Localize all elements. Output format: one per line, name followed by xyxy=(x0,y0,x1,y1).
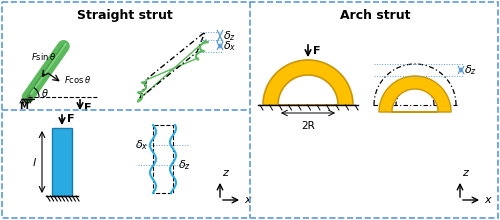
Text: 2R: 2R xyxy=(301,121,315,131)
Text: $\mathbf{F}$: $\mathbf{F}$ xyxy=(83,101,92,113)
Text: $\mathbf{F}$: $\mathbf{F}$ xyxy=(66,112,74,124)
Text: $\delta_z$: $\delta_z$ xyxy=(464,63,477,77)
Text: $x$: $x$ xyxy=(484,195,493,205)
Text: Straight strut: Straight strut xyxy=(77,9,173,22)
Text: $\delta_x$: $\delta_x$ xyxy=(223,39,236,53)
Text: $z$: $z$ xyxy=(222,168,230,178)
Text: $x$: $x$ xyxy=(244,195,253,205)
Text: $\delta_z$: $\delta_z$ xyxy=(178,158,191,172)
Text: $\delta_z$: $\delta_z$ xyxy=(223,29,236,43)
Polygon shape xyxy=(263,60,353,105)
Text: Arch strut: Arch strut xyxy=(340,9,410,22)
Bar xyxy=(52,128,72,196)
Text: $z$: $z$ xyxy=(462,168,470,178)
Text: $F\sin\theta$: $F\sin\theta$ xyxy=(31,51,56,62)
Text: $F\cos\theta$: $F\cos\theta$ xyxy=(64,74,91,85)
Text: M: M xyxy=(20,102,28,111)
Text: $l$: $l$ xyxy=(32,156,38,168)
Text: $\delta_x$: $\delta_x$ xyxy=(134,138,148,152)
Text: $\theta$: $\theta$ xyxy=(41,87,49,99)
Polygon shape xyxy=(379,76,451,112)
Text: $\mathbf{F}$: $\mathbf{F}$ xyxy=(312,44,320,56)
